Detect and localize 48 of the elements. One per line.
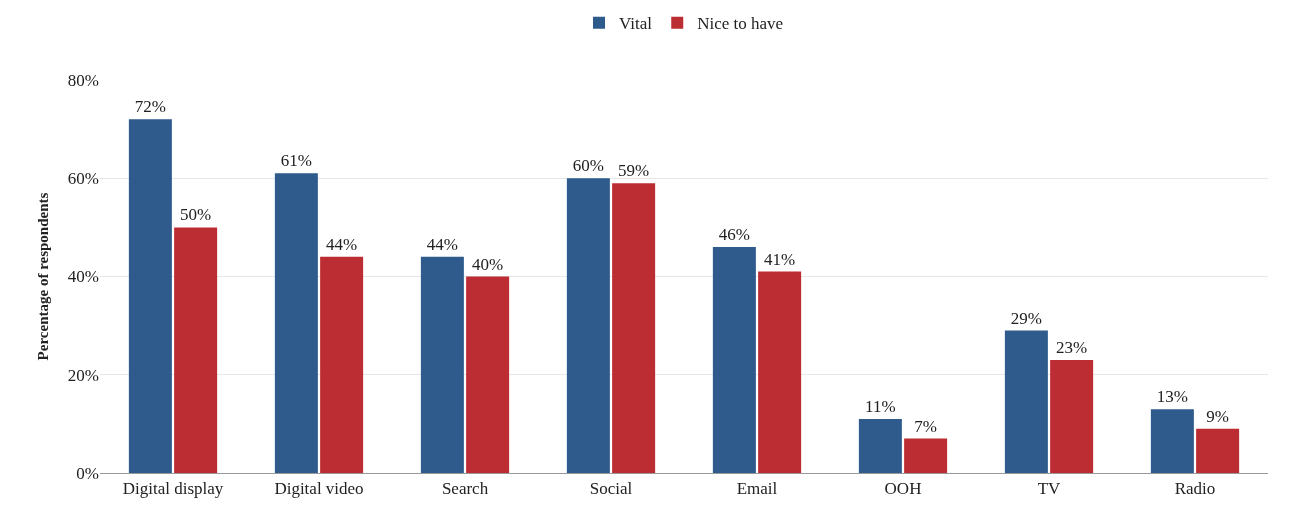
legend-label: Vital <box>619 14 653 34</box>
y-axis-title: Percentage of respondents <box>35 192 52 361</box>
data-label: 61% <box>280 151 312 171</box>
data-label: 72% <box>134 97 166 117</box>
y-tick-label: 20% <box>67 365 99 385</box>
bar <box>466 276 510 473</box>
x-tick-label: OOH <box>884 479 922 499</box>
data-label: 46% <box>718 225 750 245</box>
data-label: 40% <box>472 254 504 274</box>
bar <box>1050 360 1094 473</box>
data-label: 23% <box>1056 338 1088 358</box>
y-tick-label: 40% <box>67 267 99 287</box>
bar <box>420 256 464 473</box>
y-tick-label: 60% <box>67 169 99 189</box>
data-label: 11% <box>865 396 896 416</box>
data-label: 44% <box>426 234 458 254</box>
bar <box>1196 428 1240 473</box>
x-tick-label: Social <box>589 479 633 499</box>
x-tick-label: Digital display <box>122 479 224 499</box>
bar <box>128 119 172 473</box>
bar <box>320 256 364 473</box>
data-label: 59% <box>618 161 650 181</box>
bar <box>904 438 948 473</box>
bar <box>1150 409 1194 473</box>
x-tick-label: TV <box>1037 479 1062 499</box>
x-tick-label: Search <box>441 479 489 499</box>
x-tick-label: Email <box>736 479 778 499</box>
y-tick-label: 0% <box>76 463 99 483</box>
data-label: 41% <box>764 249 796 269</box>
bar <box>612 183 656 473</box>
x-tick-label: Radio <box>1174 479 1216 499</box>
data-label: 60% <box>572 156 604 176</box>
y-tick-label: 80% <box>67 70 99 90</box>
bar <box>712 247 756 473</box>
data-label: 9% <box>1206 406 1229 426</box>
legend-label: Nice to have <box>697 14 784 34</box>
data-label: 29% <box>1010 308 1042 328</box>
bar <box>758 271 802 473</box>
data-label: 50% <box>180 205 212 225</box>
data-label: 7% <box>914 416 937 436</box>
x-tick-label: Digital video <box>274 479 364 499</box>
data-label: 44% <box>326 234 358 254</box>
bar <box>174 227 218 473</box>
data-label: 13% <box>1156 387 1188 407</box>
bar <box>274 173 318 473</box>
bar <box>566 178 610 473</box>
bar <box>858 418 902 473</box>
bar <box>1004 330 1048 473</box>
